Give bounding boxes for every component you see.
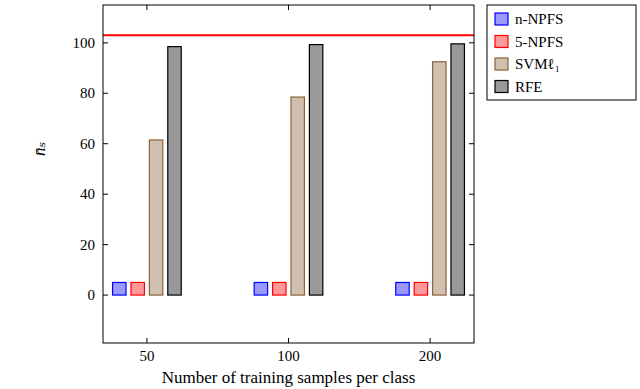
legend-label: n-NPFS <box>515 11 563 27</box>
legend-label: 5-NPFS <box>515 34 563 50</box>
y-tick-label: 20 <box>80 237 95 253</box>
x-tick-label: 50 <box>139 348 154 364</box>
y-tick <box>103 42 108 43</box>
x-tick-label: 200 <box>419 348 442 364</box>
x-tick <box>146 338 147 343</box>
y-tick <box>469 42 474 43</box>
y-tick-label: 80 <box>80 85 95 101</box>
reference-line <box>103 34 474 36</box>
legend-label: RFE <box>515 79 543 95</box>
y-tick-label: 40 <box>80 186 95 202</box>
bar <box>451 44 464 295</box>
y-tick <box>469 143 474 144</box>
bar <box>254 282 267 295</box>
x-tick <box>288 5 289 10</box>
bar <box>291 97 304 295</box>
y-tick <box>103 93 108 94</box>
legend-box <box>487 5 636 100</box>
bar <box>433 62 446 295</box>
y-tick <box>469 244 474 245</box>
bar <box>309 45 322 295</box>
x-tick <box>430 5 431 10</box>
y-tick <box>469 295 474 296</box>
chart: 0 20 40 60 80 100 50 100 200Number of training s… <box>0 0 640 389</box>
y-tick <box>103 143 108 144</box>
x-tick <box>288 338 289 343</box>
legend-swatch <box>495 81 508 93</box>
y-tick <box>469 194 474 195</box>
y-tick <box>103 244 108 245</box>
x-tick <box>430 338 431 343</box>
y-tick <box>469 93 474 94</box>
bar <box>168 47 181 295</box>
x-axis-label: Number of training samples per class <box>162 368 416 387</box>
legend: n-NPFS 5-NPFS SVMℓ₁ RFE <box>487 5 636 100</box>
legend-label: SVMℓ₁ <box>515 56 560 72</box>
bar <box>113 282 126 295</box>
plot-area <box>103 35 474 295</box>
legend-swatch <box>495 13 508 25</box>
y-tick-label: 0 <box>88 287 96 303</box>
y-tick-label: 60 <box>80 136 95 152</box>
y-axis-label: n̄ₛ <box>30 142 49 157</box>
y-tick <box>103 295 108 296</box>
bar <box>273 282 286 295</box>
bar <box>131 282 144 295</box>
bar <box>396 282 409 295</box>
y-tick <box>103 194 108 195</box>
chart-root: 0 20 40 60 80 100 50 100 200Number of training s… <box>0 0 640 389</box>
x-tick-label: 100 <box>277 348 300 364</box>
y-tick-label: 100 <box>73 35 96 51</box>
legend-swatch <box>495 36 508 48</box>
x-tick <box>146 5 147 10</box>
plot-frame <box>103 5 474 343</box>
bar <box>414 282 427 295</box>
legend-swatch <box>495 58 508 70</box>
bar <box>149 140 162 295</box>
